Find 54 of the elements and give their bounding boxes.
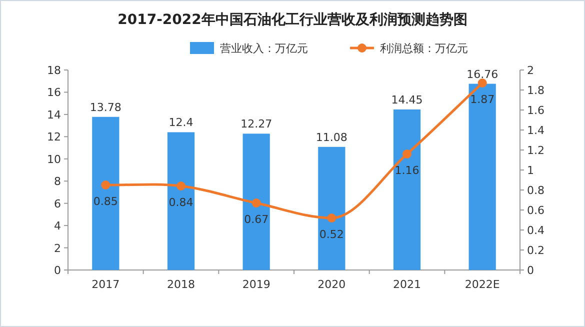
y-tick-label: 4 <box>54 220 61 233</box>
y-tick-label: 10 <box>47 152 61 166</box>
bar <box>167 132 195 270</box>
data-label: 0.85 <box>93 195 118 208</box>
data-label: 12.27 <box>240 118 272 131</box>
y2-tick-label: 1.8 <box>527 84 544 97</box>
x-tick-label: 2021 <box>393 278 421 291</box>
data-label: 13.78 <box>90 100 122 114</box>
bar <box>393 109 421 270</box>
y-tick-label: 2 <box>54 242 61 255</box>
legend-label: 营业收入：万亿元 <box>220 42 308 55</box>
data-label: 16.76 <box>466 68 498 81</box>
data-label: 14.45 <box>391 93 423 106</box>
y-tick-label: 18 <box>47 64 61 77</box>
y-tick-label: 0 <box>54 264 61 277</box>
y-tick-label: 16 <box>47 86 61 100</box>
data-label: 0.84 <box>168 196 194 209</box>
data-label: 0.52 <box>319 228 344 241</box>
legend-label: 利润总额：万亿元 <box>380 42 468 55</box>
point <box>327 214 336 222</box>
data-label: 0.67 <box>244 213 269 226</box>
y2-tick-label: 0.2 <box>527 244 544 257</box>
x-tick-label: 2022E <box>464 278 500 291</box>
y2-tick-label: 0.6 <box>527 204 544 217</box>
x-tick-label: 2017 <box>92 278 120 291</box>
bar <box>242 134 270 270</box>
y2-tick-label: 0.8 <box>527 184 544 197</box>
point <box>176 182 186 190</box>
data-label: 11.08 <box>316 130 348 144</box>
y2-tick-label: 2 <box>527 64 534 77</box>
x-tick-label: 2019 <box>242 278 270 291</box>
y-tick-label: 12 <box>47 130 61 144</box>
point <box>252 198 261 208</box>
y2-tick-label: 1.4 <box>527 124 544 137</box>
point <box>101 180 110 190</box>
y-tick-label: 8 <box>54 175 61 188</box>
bar <box>468 84 496 270</box>
point <box>478 78 487 88</box>
x-tick-label: 2018 <box>167 278 195 291</box>
y-tick-label: 14 <box>47 108 61 122</box>
bar <box>92 116 120 270</box>
y2-tick-label: 0.4 <box>527 224 544 237</box>
point <box>402 150 412 158</box>
x-tick-label: 2020 <box>318 278 346 291</box>
y2-tick-label: 1.6 <box>527 104 544 117</box>
y-tick-label: 6 <box>54 197 61 210</box>
data-label: 1.16 <box>394 164 420 177</box>
y2-tick-label: 1 <box>527 164 534 177</box>
bar <box>318 146 346 270</box>
y2-tick-label: 0 <box>527 264 534 277</box>
data-label: 1.87 <box>470 93 495 106</box>
chart-title: 2017-2022年中国石油化工行业营收及利润预测趋势图 <box>118 11 468 28</box>
y2-tick-label: 1.2 <box>527 144 544 157</box>
data-label: 12.4 <box>168 116 194 130</box>
